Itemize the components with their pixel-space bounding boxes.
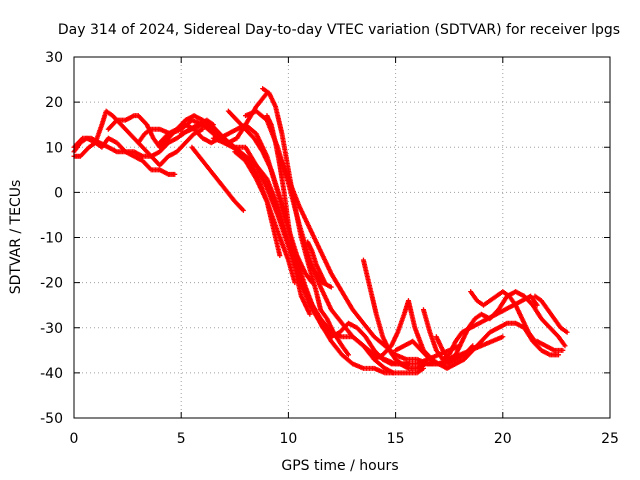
y-tick-label: -10 — [40, 231, 63, 247]
x-tick-label: 15 — [387, 431, 405, 447]
y-tick-label: 0 — [54, 185, 63, 201]
data-point — [200, 126, 206, 132]
series-track-10 — [225, 108, 454, 371]
series-track-8 — [189, 144, 246, 213]
data-points — [71, 86, 570, 376]
series-track-3 — [71, 108, 206, 168]
x-tick-label: 0 — [70, 431, 79, 447]
series-track-11 — [232, 149, 298, 286]
grid — [74, 57, 610, 418]
x-tick-label: 20 — [494, 431, 512, 447]
x-axis-ticks: 0 5 10 15 20 25 — [70, 57, 619, 447]
data-point — [277, 253, 283, 259]
x-tick-label: 10 — [279, 431, 297, 447]
y-tick-label: -40 — [40, 366, 63, 382]
y-tick-label: 20 — [45, 95, 63, 111]
y-axis-ticks: -50 -40 -30 -20 -10 0 10 20 30 — [40, 50, 610, 427]
y-tick-label: 30 — [45, 50, 63, 66]
y-tick-label: -30 — [40, 321, 63, 337]
x-tick-label: 5 — [177, 431, 186, 447]
y-tick-label: 10 — [45, 140, 63, 156]
y-tick-label: -20 — [40, 276, 63, 292]
y-axis-label: SDTVAR / TECUs — [8, 180, 24, 295]
y-tick-label: -50 — [40, 411, 63, 427]
data-point — [240, 207, 246, 213]
chart-title: Day 314 of 2024, Sidereal Day-to-day VTE… — [58, 22, 620, 38]
x-tick-label: 25 — [601, 431, 619, 447]
data-point — [172, 171, 178, 177]
x-axis-label: GPS time / hours — [281, 458, 398, 474]
